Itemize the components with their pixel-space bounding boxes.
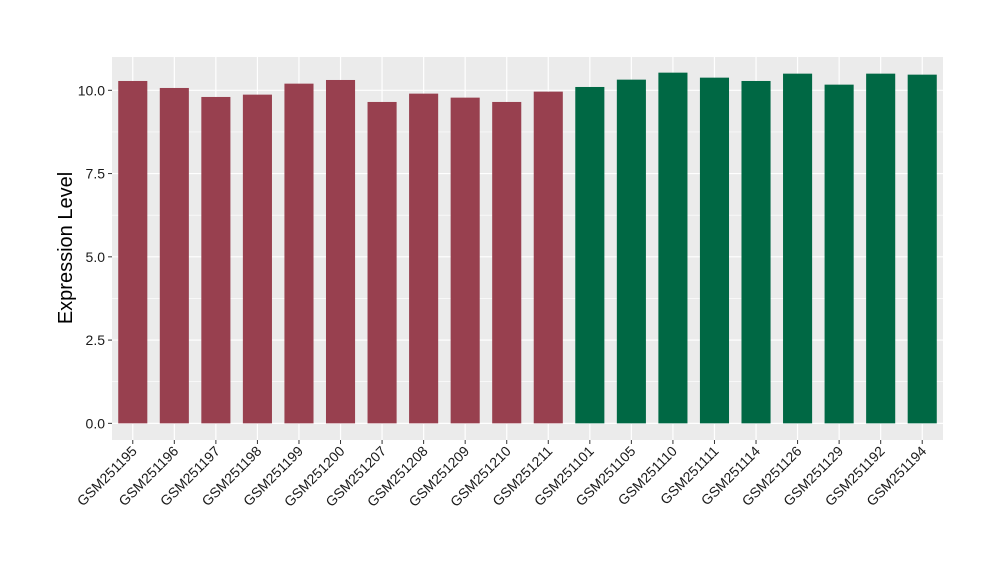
y-tick-label: 0.0 <box>86 415 106 431</box>
bar-GSM251105 <box>616 79 646 424</box>
bar-GSM251197 <box>201 96 231 424</box>
bar-GSM251210 <box>492 101 522 424</box>
bar-GSM251110 <box>658 72 688 424</box>
y-tick-label: 5.0 <box>86 249 106 265</box>
bar-GSM251126 <box>783 73 813 424</box>
bar-GSM251199 <box>284 83 314 424</box>
plot-panel <box>112 57 943 440</box>
bar-GSM251196 <box>159 87 189 424</box>
bars <box>118 72 937 424</box>
y-axis-title: Expression Level <box>55 172 77 324</box>
bar-GSM251101 <box>575 86 605 424</box>
bar-GSM251129 <box>824 84 854 424</box>
y-tick-label: 7.5 <box>86 166 106 182</box>
bar-GSM251211 <box>533 91 563 424</box>
bar-GSM251198 <box>242 94 272 424</box>
bar-GSM251200 <box>325 79 356 424</box>
bar-GSM251194 <box>907 74 937 424</box>
y-tick-label: 2.5 <box>86 332 106 348</box>
bar-GSM251208 <box>409 93 439 424</box>
bar-GSM251209 <box>450 97 480 424</box>
bar-GSM251114 <box>741 80 771 424</box>
y-tick-label: 10.0 <box>78 82 105 98</box>
bar-GSM251192 <box>866 73 896 424</box>
bar-GSM251111 <box>699 77 730 424</box>
y-axis: 0.0 2.5 5.0 7.5 10.0 <box>78 82 112 431</box>
bar-GSM251195 <box>118 80 148 424</box>
x-axis: GSM251195GSM251196GSM251197GSM251198GSM2… <box>74 440 929 510</box>
bar-GSM251207 <box>367 101 397 424</box>
